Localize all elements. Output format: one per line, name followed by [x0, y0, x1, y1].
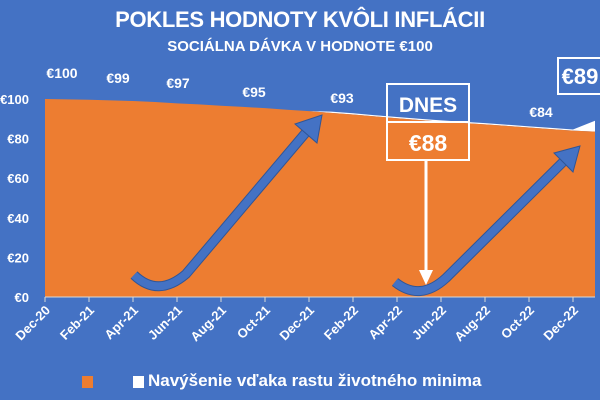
x-tick-label: Aug-22	[451, 303, 493, 345]
growth-arrow-1-head	[294, 114, 323, 144]
data-label: €93	[330, 90, 354, 106]
x-tick-label: Feb-22	[321, 303, 361, 343]
data-label: €100	[46, 65, 77, 81]
data-label: €99	[106, 70, 130, 86]
y-tick-label: €100	[0, 92, 29, 107]
legend: Navýšenie vďaka rastu životného minima	[0, 370, 600, 392]
today-pointer-arrowhead	[419, 270, 433, 285]
x-tick-label: Feb-21	[57, 303, 97, 343]
final-value: €89	[562, 64, 599, 89]
x-tick-label: Apr-21	[101, 303, 141, 343]
today-value: €88	[409, 130, 448, 156]
legend-label-increase: Navýšenie vďaka rastu životného minima	[148, 371, 482, 390]
final-value-box	[557, 57, 600, 95]
legend-swatch-white	[133, 376, 144, 388]
y-tick-label: €20	[7, 250, 29, 265]
data-label: €97	[166, 75, 190, 91]
y-tick-label: €60	[7, 171, 29, 186]
x-tick-label: Aug-21	[187, 303, 229, 345]
chart-title: POKLES HODNOTY KVÔLI INFLÁCII	[115, 7, 485, 32]
x-tick-label: Dec-22	[540, 303, 581, 344]
series-real-value-area	[45, 99, 595, 297]
legend-swatch-orange	[82, 376, 93, 388]
x-tick-label: Oct-22	[498, 303, 537, 342]
x-tick-label: Dec-20	[12, 303, 53, 344]
data-label: €95	[242, 84, 266, 100]
today-value-box	[386, 121, 470, 161]
x-tick-label: Oct-21	[234, 303, 273, 342]
chart-subtitle: SOCIÁLNA DÁVKA V HODNOTE €100	[167, 38, 433, 55]
growth-arrow-1	[131, 127, 312, 291]
growth-arrow-2	[392, 155, 570, 295]
growth-arrow-2-head	[553, 145, 581, 173]
x-tick-label: Jun-22	[409, 303, 449, 343]
x-tick-label: Jun-21	[145, 303, 185, 343]
data-label: €84	[529, 104, 553, 120]
x-tick-label: Dec-21	[276, 303, 317, 344]
y-tick-label: €80	[7, 132, 29, 147]
y-tick-label: €40	[7, 211, 29, 226]
today-label: DNES	[399, 94, 457, 117]
y-tick-label: €0	[15, 290, 29, 305]
x-tick-label: Apr-22	[365, 303, 405, 343]
